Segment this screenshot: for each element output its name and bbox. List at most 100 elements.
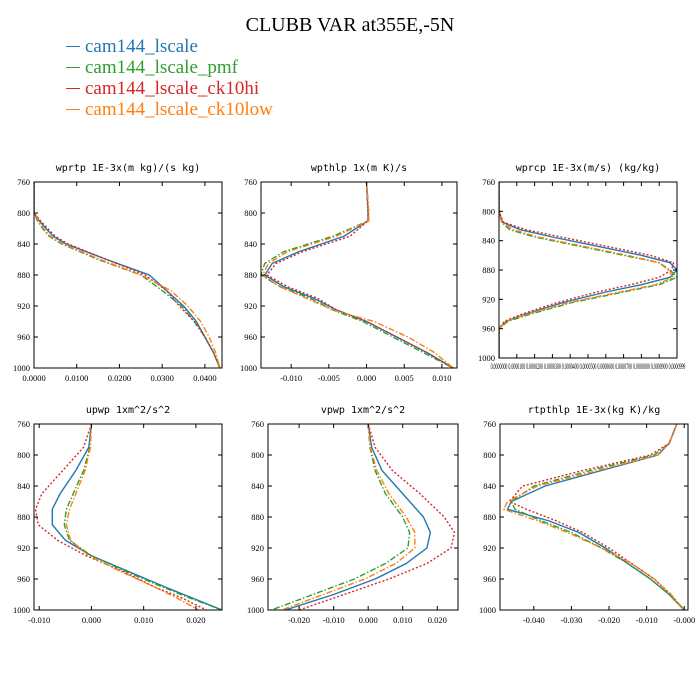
legend-line-icon: [66, 67, 80, 68]
y-tick-label: 960: [244, 332, 257, 342]
y-tick-label: 840: [483, 481, 496, 491]
y-tick-label: 800: [17, 208, 30, 218]
y-tick-label: 1000: [13, 363, 30, 373]
x-tick-label: -0.030: [560, 615, 582, 625]
y-tick-label: 960: [482, 324, 495, 334]
x-tick-label: -0.020: [598, 615, 620, 625]
series-group: [502, 424, 685, 610]
y-tick-label: 1000: [478, 353, 495, 363]
series-line: [65, 424, 199, 610]
y-tick-label: 800: [483, 450, 496, 460]
y-tick-label: 960: [251, 574, 264, 584]
series-line: [34, 182, 221, 368]
series-group: [271, 424, 456, 610]
series-line: [261, 182, 454, 368]
x-tick-label: -0.010: [280, 373, 302, 383]
y-tick-label: 920: [482, 294, 495, 304]
chart-panel: rtpthlp 1E-3x(kg K)/kg 760 800 840 880 920 960…: [479, 405, 695, 625]
series-line: [34, 182, 221, 368]
y-tick-label: 920: [244, 301, 257, 311]
y-tick-label: 960: [17, 574, 30, 584]
legend-item: cam144_lscale_pmf: [66, 57, 273, 78]
y-tick-label: 880: [251, 512, 264, 522]
y-tick-label: 880: [17, 270, 30, 280]
chart-panel: wpthlp 1x(m K)/s 760 800 840 880 920 960 1000 -0…: [240, 163, 458, 383]
series-line: [34, 182, 221, 368]
x-tick-label: -0.020: [288, 615, 310, 625]
y-tick-label: 760: [17, 419, 30, 429]
series-line: [271, 424, 411, 610]
x-tick-label: -0.000: [673, 615, 695, 625]
x-tick-label: 0.0000100: [508, 361, 525, 371]
series-line: [502, 424, 685, 610]
series-line: [508, 424, 685, 610]
x-tick-label: 0.0000: [22, 373, 45, 383]
x-tick-label: 0.0000999: [669, 361, 686, 371]
panel-title: wprtp 1E-3x(m kg)/(s kg): [56, 163, 201, 174]
x-tick-label: 0.0300: [150, 373, 173, 383]
legend-item: cam144_lscale_ck10low: [66, 99, 273, 120]
series-line: [499, 182, 675, 358]
y-tick-label: 1000: [240, 363, 257, 373]
y-tick-label: 760: [244, 177, 257, 187]
legend-item: cam144_lscale_ck10hi: [66, 78, 273, 99]
y-tick-label: 880: [244, 270, 257, 280]
series-line: [285, 424, 432, 610]
x-tick-label: 0.0000800: [633, 361, 650, 371]
chart-panel: upwp 1xm^2/s^2 760 800 840 880 920 960 1000-0.0…: [13, 405, 223, 625]
panel-title: wpthlp 1x(m K)/s: [311, 163, 407, 174]
x-tick-label: 0.000: [357, 373, 376, 383]
y-tick-label: 760: [17, 177, 30, 187]
x-tick-label: -0.005: [318, 373, 340, 383]
chart-panel: wprtp 1E-3x(m kg)/(s kg) 760 800 840 880 920 9…: [13, 163, 223, 383]
y-tick-label: 800: [251, 450, 264, 460]
series-line: [263, 182, 454, 368]
chart-panel: vpwp 1xm^2/s^2 760 800 840 880 920 960 1000 -0.0…: [247, 405, 459, 625]
y-tick-label: 920: [251, 543, 264, 553]
y-tick-label: 840: [17, 481, 30, 491]
y-tick-label: 800: [244, 208, 257, 218]
x-tick-label: 0.0200: [108, 373, 131, 383]
figure-title: CLUBB VAR at355E,-5N: [245, 14, 455, 36]
legend-line-icon: [66, 88, 80, 89]
y-tick-label: 760: [482, 177, 495, 187]
y-tick-label: 840: [482, 236, 495, 246]
x-tick-label: 0.010: [432, 373, 451, 383]
series-line: [51, 424, 222, 610]
series-line: [281, 424, 416, 610]
y-tick-label: 1000: [13, 605, 30, 615]
series-group: [34, 424, 222, 610]
series-line: [261, 182, 454, 368]
plot-frame: [498, 181, 678, 359]
panel-title: vpwp 1xm^2/s^2: [321, 405, 405, 416]
series-line: [298, 424, 456, 610]
x-tick-label: 0.0000300: [544, 361, 561, 371]
legend-label: cam144_lscale: [85, 35, 198, 57]
y-tick-label: 840: [244, 239, 257, 249]
x-tick-label: 0.0000000: [491, 361, 508, 371]
plot-frame: [260, 181, 458, 369]
x-tick-label: 0.020: [186, 615, 205, 625]
x-tick-label: 0.010: [393, 615, 412, 625]
panel-title: wprcp 1E-3x(m/s) (kg/kg): [516, 163, 661, 174]
y-tick-label: 920: [17, 301, 30, 311]
y-tick-label: 920: [17, 543, 30, 553]
y-tick-label: 880: [483, 512, 496, 522]
legend-label: cam144_lscale_ck10hi: [85, 77, 260, 99]
x-tick-label: 0.0000900: [651, 361, 668, 371]
y-tick-label: 960: [17, 332, 30, 342]
x-tick-label: 0.0100: [65, 373, 88, 383]
y-tick-label: 840: [17, 239, 30, 249]
y-tick-label: 840: [251, 481, 264, 491]
series-line: [34, 424, 207, 610]
panel-title: rtpthlp 1E-3x(kg K)/kg: [528, 405, 660, 416]
legend-label: cam144_lscale_ck10low: [85, 98, 273, 120]
series-line: [499, 182, 677, 358]
y-tick-label: 880: [482, 265, 495, 275]
legend-label: cam144_lscale_pmf: [85, 56, 239, 78]
x-tick-label: 0.000: [82, 615, 101, 625]
series-line: [510, 424, 685, 610]
series-line: [499, 182, 677, 358]
chart-panel: wprcp 1E-3x(m/s) (kg/kg) 760 800 840 880 920 9…: [478, 163, 685, 371]
